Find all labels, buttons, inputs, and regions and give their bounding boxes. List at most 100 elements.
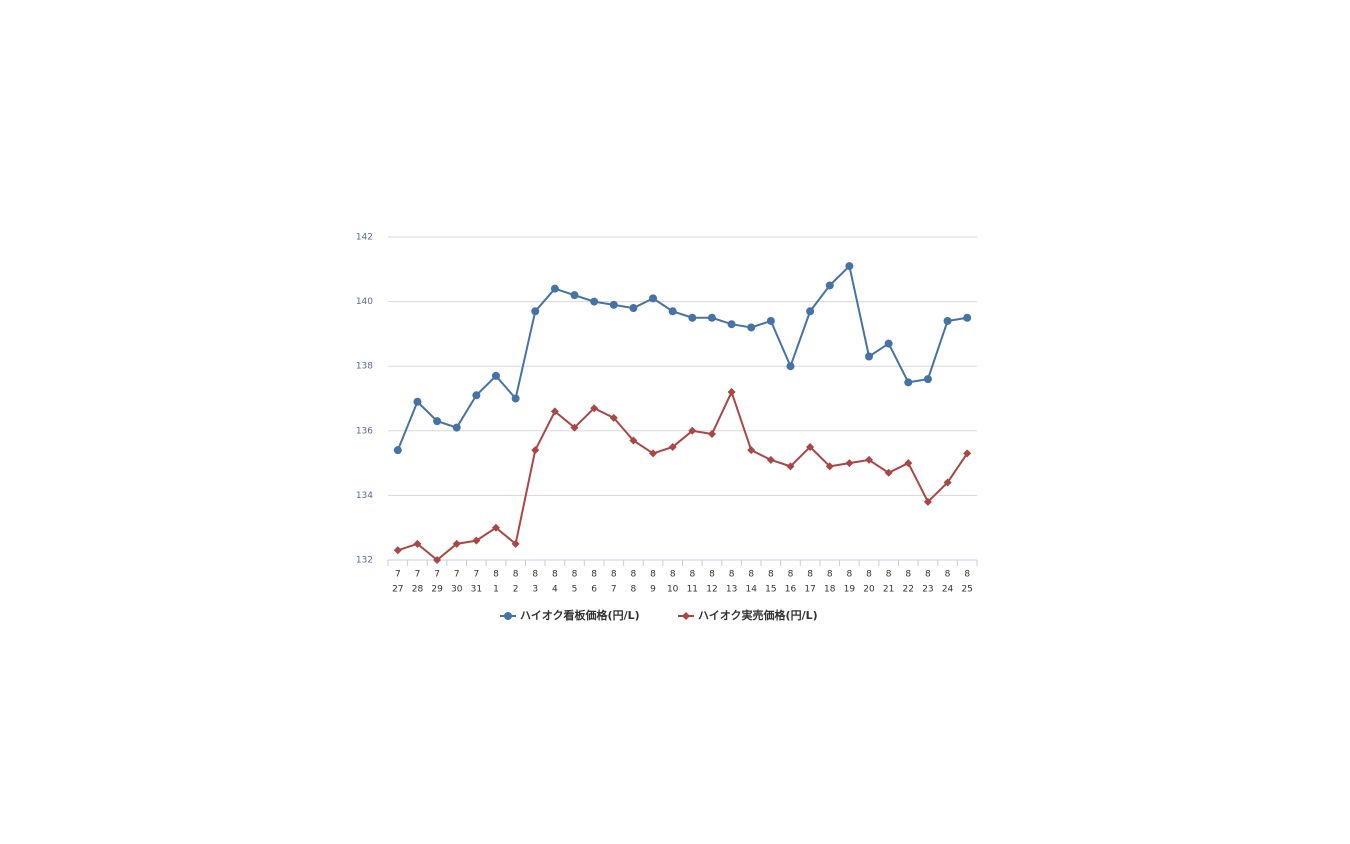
x-tick-label: 8 xyxy=(847,570,853,580)
x-tick-label: 8 xyxy=(729,570,735,580)
series-line xyxy=(396,264,968,451)
x-tick-label: 8 xyxy=(964,570,970,580)
data-point xyxy=(884,339,893,348)
y-tick-label: 132 xyxy=(356,556,373,566)
x-tick-label: 12 xyxy=(706,585,717,595)
x-tick-label: 4 xyxy=(552,585,558,595)
x-tick-label: 16 xyxy=(785,585,797,595)
x-tick-label: 25 xyxy=(961,585,972,595)
data-point xyxy=(943,316,952,325)
x-tick-label: 7 xyxy=(611,585,617,595)
data-point xyxy=(963,313,972,322)
data-point xyxy=(806,307,815,316)
data-point xyxy=(491,371,500,380)
x-tick-label: 8 xyxy=(709,570,715,580)
data-point xyxy=(590,297,599,306)
x-tick-label: 18 xyxy=(824,585,836,595)
data-point xyxy=(688,313,697,322)
x-tick-label: 8 xyxy=(788,570,794,580)
x-tick-label: 11 xyxy=(687,585,698,595)
data-point xyxy=(609,300,618,309)
x-tick-label: 8 xyxy=(945,570,951,580)
x-tick-label: 20 xyxy=(863,585,875,595)
data-point xyxy=(413,397,422,406)
x-tick-label: 8 xyxy=(631,570,637,580)
x-tick-label: 7 xyxy=(473,570,479,580)
y-tick-label: 136 xyxy=(356,426,373,436)
data-point xyxy=(629,304,638,313)
legend-label: ハイオク実売価格(円/L) xyxy=(698,608,818,622)
x-tick-label: 28 xyxy=(412,585,424,595)
data-point xyxy=(550,407,559,416)
x-tick-label: 8 xyxy=(631,585,637,595)
x-tick-label: 8 xyxy=(493,570,499,580)
x-tick-label: 5 xyxy=(572,585,578,595)
x-tick-label: 23 xyxy=(922,585,933,595)
legend-label: ハイオク看板価格(円/L) xyxy=(520,608,640,622)
x-tick-label: 8 xyxy=(807,570,813,580)
x-tick-label: 8 xyxy=(689,570,695,580)
data-point xyxy=(629,436,638,445)
x-tick-label: 19 xyxy=(844,585,856,595)
x-tick-label: 8 xyxy=(611,570,617,580)
legend-marker xyxy=(682,612,690,620)
data-point xyxy=(747,446,756,455)
x-tick-label: 9 xyxy=(650,585,656,595)
x-tick-label: 8 xyxy=(591,570,597,580)
data-point xyxy=(884,468,893,477)
x-tick-label: 6 xyxy=(591,585,597,595)
data-point xyxy=(688,426,697,435)
data-point xyxy=(550,284,559,293)
data-point xyxy=(923,375,932,384)
y-tick-label: 140 xyxy=(356,297,373,307)
data-point xyxy=(393,446,402,455)
y-tick-label: 138 xyxy=(356,362,373,372)
x-tick-label: 13 xyxy=(726,585,737,595)
data-point xyxy=(531,307,540,316)
data-point xyxy=(472,536,481,545)
data-point xyxy=(472,391,481,400)
x-tick-label: 24 xyxy=(942,585,954,595)
x-tick-label: 2 xyxy=(513,585,519,595)
data-point xyxy=(707,313,716,322)
data-point xyxy=(668,307,677,316)
data-point xyxy=(649,294,658,303)
x-tick-label: 8 xyxy=(513,570,519,580)
data-point xyxy=(845,459,854,468)
x-tick-label: 17 xyxy=(804,585,815,595)
data-point xyxy=(609,413,618,422)
x-tick-label: 8 xyxy=(886,570,892,580)
x-tick-label: 30 xyxy=(451,585,463,595)
x-tick-label: 8 xyxy=(552,570,558,580)
data-point xyxy=(727,320,736,329)
x-tick-label: 15 xyxy=(765,585,776,595)
data-point xyxy=(590,404,599,413)
x-tick-label: 22 xyxy=(903,585,914,595)
data-point xyxy=(393,546,402,555)
y-tick-label: 142 xyxy=(356,233,373,243)
y-tick-label: 134 xyxy=(356,491,373,501)
legend-marker xyxy=(504,612,512,620)
x-tick-label: 10 xyxy=(667,585,679,595)
x-tick-label: 3 xyxy=(532,585,538,595)
x-tick-label: 14 xyxy=(745,585,757,595)
data-point xyxy=(766,316,775,325)
data-point xyxy=(943,478,952,487)
data-point xyxy=(845,262,854,271)
data-point xyxy=(747,323,756,332)
data-point xyxy=(668,442,677,451)
x-tick-label: 8 xyxy=(827,570,833,580)
x-tick-label: 7 xyxy=(434,570,440,580)
data-point xyxy=(865,352,874,361)
data-point xyxy=(727,388,736,397)
data-point xyxy=(511,539,520,548)
data-point xyxy=(825,281,834,290)
data-point xyxy=(433,556,442,564)
x-tick-label: 31 xyxy=(471,585,482,595)
data-point xyxy=(923,497,932,506)
x-tick-label: 29 xyxy=(431,585,443,595)
data-point xyxy=(649,449,658,458)
data-point xyxy=(531,446,540,455)
data-point xyxy=(570,291,579,300)
data-point xyxy=(433,417,442,426)
